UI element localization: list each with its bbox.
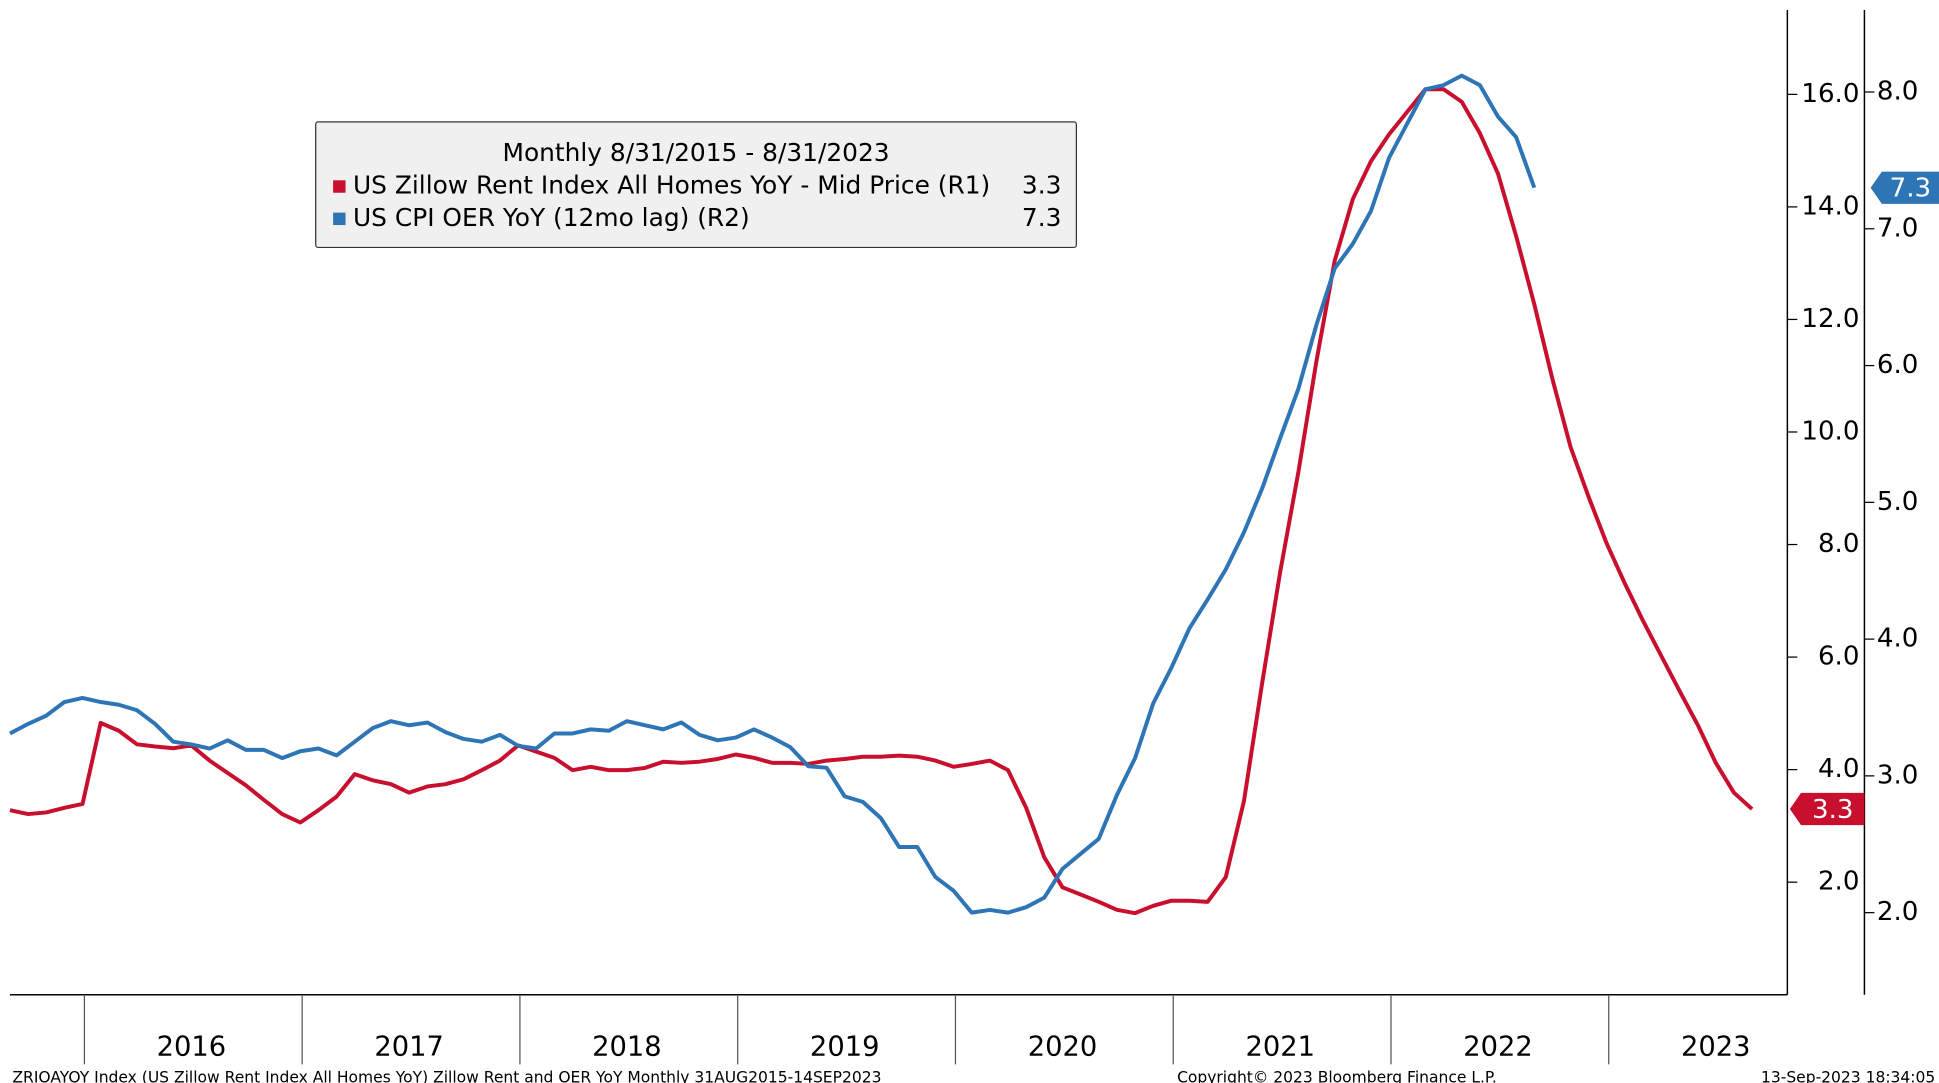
legend-box [315,121,1078,249]
legend-title: Monthly 8/31/2015 - 8/31/2023 [503,138,890,167]
x-tick-label: 2018 [592,1032,662,1063]
x-tick-label: 2019 [810,1032,880,1063]
y-tick-label: 6.0 [1818,642,1859,672]
last-value-tag [1870,171,1939,204]
legend-swatch [333,212,346,226]
y-tick-label: 16.0 [1801,79,1859,109]
y2-tick-label: 3.0 [1877,760,1918,790]
y-tick-label: 14.0 [1801,191,1859,221]
y2-tick-label: 8.0 [1877,77,1918,107]
legend-swatch [333,180,346,193]
x-tick-label: 2022 [1463,1032,1533,1063]
y-tick-label: 12.0 [1801,304,1859,334]
series-line [9,87,1754,916]
footer-left: ZRIOAYOY Index (US Zillow Rent Index All… [12,1069,881,1083]
legend: Monthly 8/31/2015 - 8/31/2023 US Zillow … [315,121,1078,249]
y2-tick-label: 6.0 [1877,350,1918,380]
legend-value: 3.3 [1022,171,1062,200]
legend-label: US Zillow Rent Index All Homes YoY - Mid… [353,171,990,200]
legend-label: US CPI OER YoY (12mo lag) (R2) [353,203,750,232]
series-line [9,73,1537,915]
y-tick-label: 4.0 [1818,754,1859,784]
y2-tick-label: 4.0 [1877,624,1918,654]
y2-tick-label: 7.0 [1877,213,1918,243]
x-tick-label: 2021 [1245,1032,1315,1063]
y-tick-label: 8.0 [1818,529,1859,559]
legend-value: 7.3 [1022,203,1062,232]
x-tick-label: 2020 [1028,1032,1098,1063]
last-value-label: 3.3 [1812,795,1853,825]
x-tick-label: 2017 [374,1032,444,1063]
y-tick-label: 2.0 [1818,867,1859,897]
x-tick-label: 2016 [157,1032,227,1063]
y2-tick-label: 5.0 [1877,487,1918,517]
last-value-label: 7.3 [1890,173,1931,203]
y2-tick-label: 2.0 [1877,897,1918,927]
footer-right: 13-Sep-2023 18:34:05 [1761,1069,1935,1083]
last-value-tag [1789,792,1865,826]
footer-center: Copyright© 2023 Bloomberg Finance L.P. [1177,1069,1497,1083]
x-tick-label: 2023 [1681,1032,1751,1063]
y-tick-label: 10.0 [1801,416,1859,446]
